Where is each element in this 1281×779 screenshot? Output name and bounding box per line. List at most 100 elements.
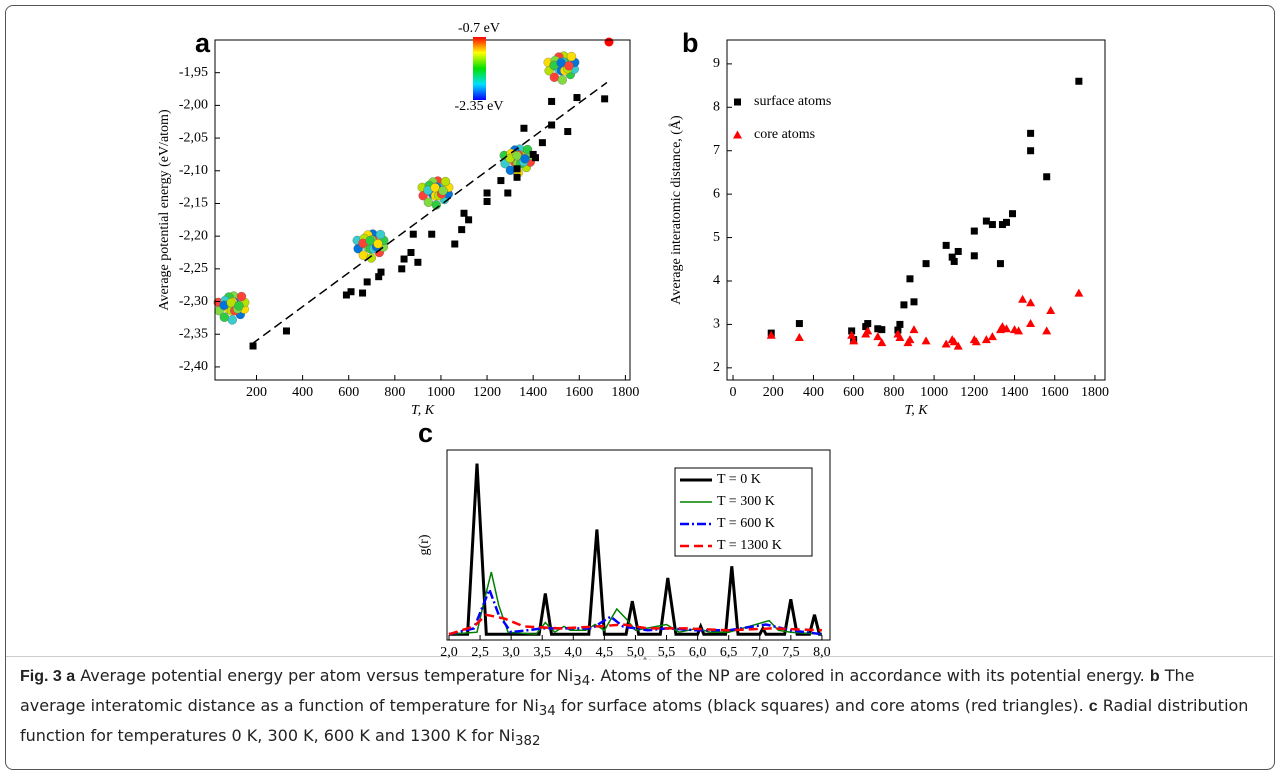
x-tick-label: 1600: [565, 385, 593, 400]
point: [465, 216, 473, 224]
point: [849, 336, 859, 345]
legend-marker: [734, 98, 741, 106]
point: [895, 332, 905, 341]
point: [970, 227, 978, 235]
point: [1009, 210, 1017, 218]
caption-text: for surface atoms (black squares) and co…: [555, 696, 1089, 716]
point: [949, 337, 959, 346]
point: [414, 258, 422, 266]
point: [922, 260, 930, 268]
caption: Fig. 3 a Average potential energy per at…: [20, 664, 1265, 755]
point: [1027, 129, 1035, 137]
colorbar-label: -0.7 eV: [458, 21, 500, 36]
point: [347, 288, 355, 296]
y-tick-label: -1,95: [179, 65, 208, 80]
point: [483, 198, 491, 205]
caption-text: The average interatomic distance as a fu…: [20, 666, 1195, 716]
atom: [440, 176, 451, 187]
colorbar-label: -2.35 eV: [455, 99, 504, 114]
point: [1075, 77, 1083, 85]
point: [954, 247, 962, 255]
point: [400, 255, 408, 263]
point: [538, 139, 546, 147]
atom: [423, 197, 434, 207]
point: [950, 257, 958, 265]
y-tick-label: -2,10: [179, 163, 208, 178]
point: [497, 177, 505, 185]
point: [942, 241, 950, 249]
x-tick-label: 1400: [1001, 385, 1029, 400]
y-tick-label: 7: [713, 143, 720, 158]
point: [548, 121, 556, 129]
point: [520, 124, 528, 132]
legend-marker: [733, 130, 742, 139]
legend-label: T = 600 K: [717, 516, 775, 531]
atom: [505, 165, 516, 175]
series-line: [251, 81, 608, 345]
point: [971, 337, 981, 346]
x-tick-label: 7,5: [782, 645, 800, 660]
point: [864, 320, 872, 328]
legend-box: [674, 467, 813, 557]
x-tick-label: 1400: [519, 385, 547, 400]
point: [428, 230, 436, 238]
point: [1043, 173, 1051, 181]
point: [513, 165, 521, 173]
atom: [366, 253, 376, 263]
point: [998, 221, 1006, 229]
x-tick-label: 400: [803, 385, 824, 400]
x-tick-label: 600: [843, 385, 864, 400]
y-tick-label: 5: [713, 230, 720, 245]
atom: [234, 301, 244, 311]
point: [1026, 319, 1036, 328]
point: [601, 95, 609, 103]
caption-bold: Fig. 3 a: [20, 668, 76, 685]
atom: [438, 186, 448, 196]
y-tick-label: -2,30: [179, 294, 208, 309]
point: [548, 97, 556, 105]
point: [847, 330, 857, 339]
atom: [566, 51, 577, 62]
point: [342, 291, 350, 299]
point: [948, 253, 956, 261]
atom: [236, 291, 247, 302]
atom: [375, 229, 386, 240]
plot-frame: [214, 39, 631, 381]
point: [564, 128, 572, 136]
series-line: [449, 463, 822, 636]
plot-frame: [446, 449, 831, 641]
legend-label: surface atoms: [754, 94, 831, 109]
caption-bold: c: [1088, 698, 1098, 716]
x-tick-label: 800: [384, 385, 405, 400]
x-tick-label: 1000: [427, 385, 455, 400]
x-tick-label: 1200: [960, 385, 988, 400]
y-axis-label: Average potential energy (eV/atom): [157, 109, 172, 311]
point: [766, 330, 776, 339]
x-axis-label: T, K: [411, 403, 435, 418]
x-tick-label: 0: [730, 385, 737, 400]
point: [1014, 326, 1024, 335]
point: [458, 226, 466, 234]
point: [794, 332, 804, 341]
figure: 200 400 600 800 1000 1200 1400 1600 1800 -1,95 -2,…: [157, 21, 1109, 660]
point: [1002, 218, 1010, 226]
x-tick-label: 6,0: [689, 645, 707, 660]
legend-label: T = 0 K: [717, 472, 761, 487]
point: [987, 332, 997, 341]
point: [504, 189, 512, 197]
x-tick-label: 1800: [1081, 385, 1109, 400]
atom: [430, 183, 440, 193]
point: [874, 325, 882, 333]
point: [451, 240, 459, 248]
y-tick-label: -2,00: [179, 98, 208, 113]
point: [921, 336, 931, 345]
y-tick-label: 6: [713, 186, 720, 201]
point: [363, 278, 371, 286]
point: [905, 335, 915, 344]
point: [409, 230, 417, 238]
series-line: [448, 613, 822, 636]
legend-label: T = 1300 K: [717, 538, 782, 553]
point: [877, 338, 887, 347]
point: [375, 273, 383, 281]
atom: [549, 72, 560, 82]
